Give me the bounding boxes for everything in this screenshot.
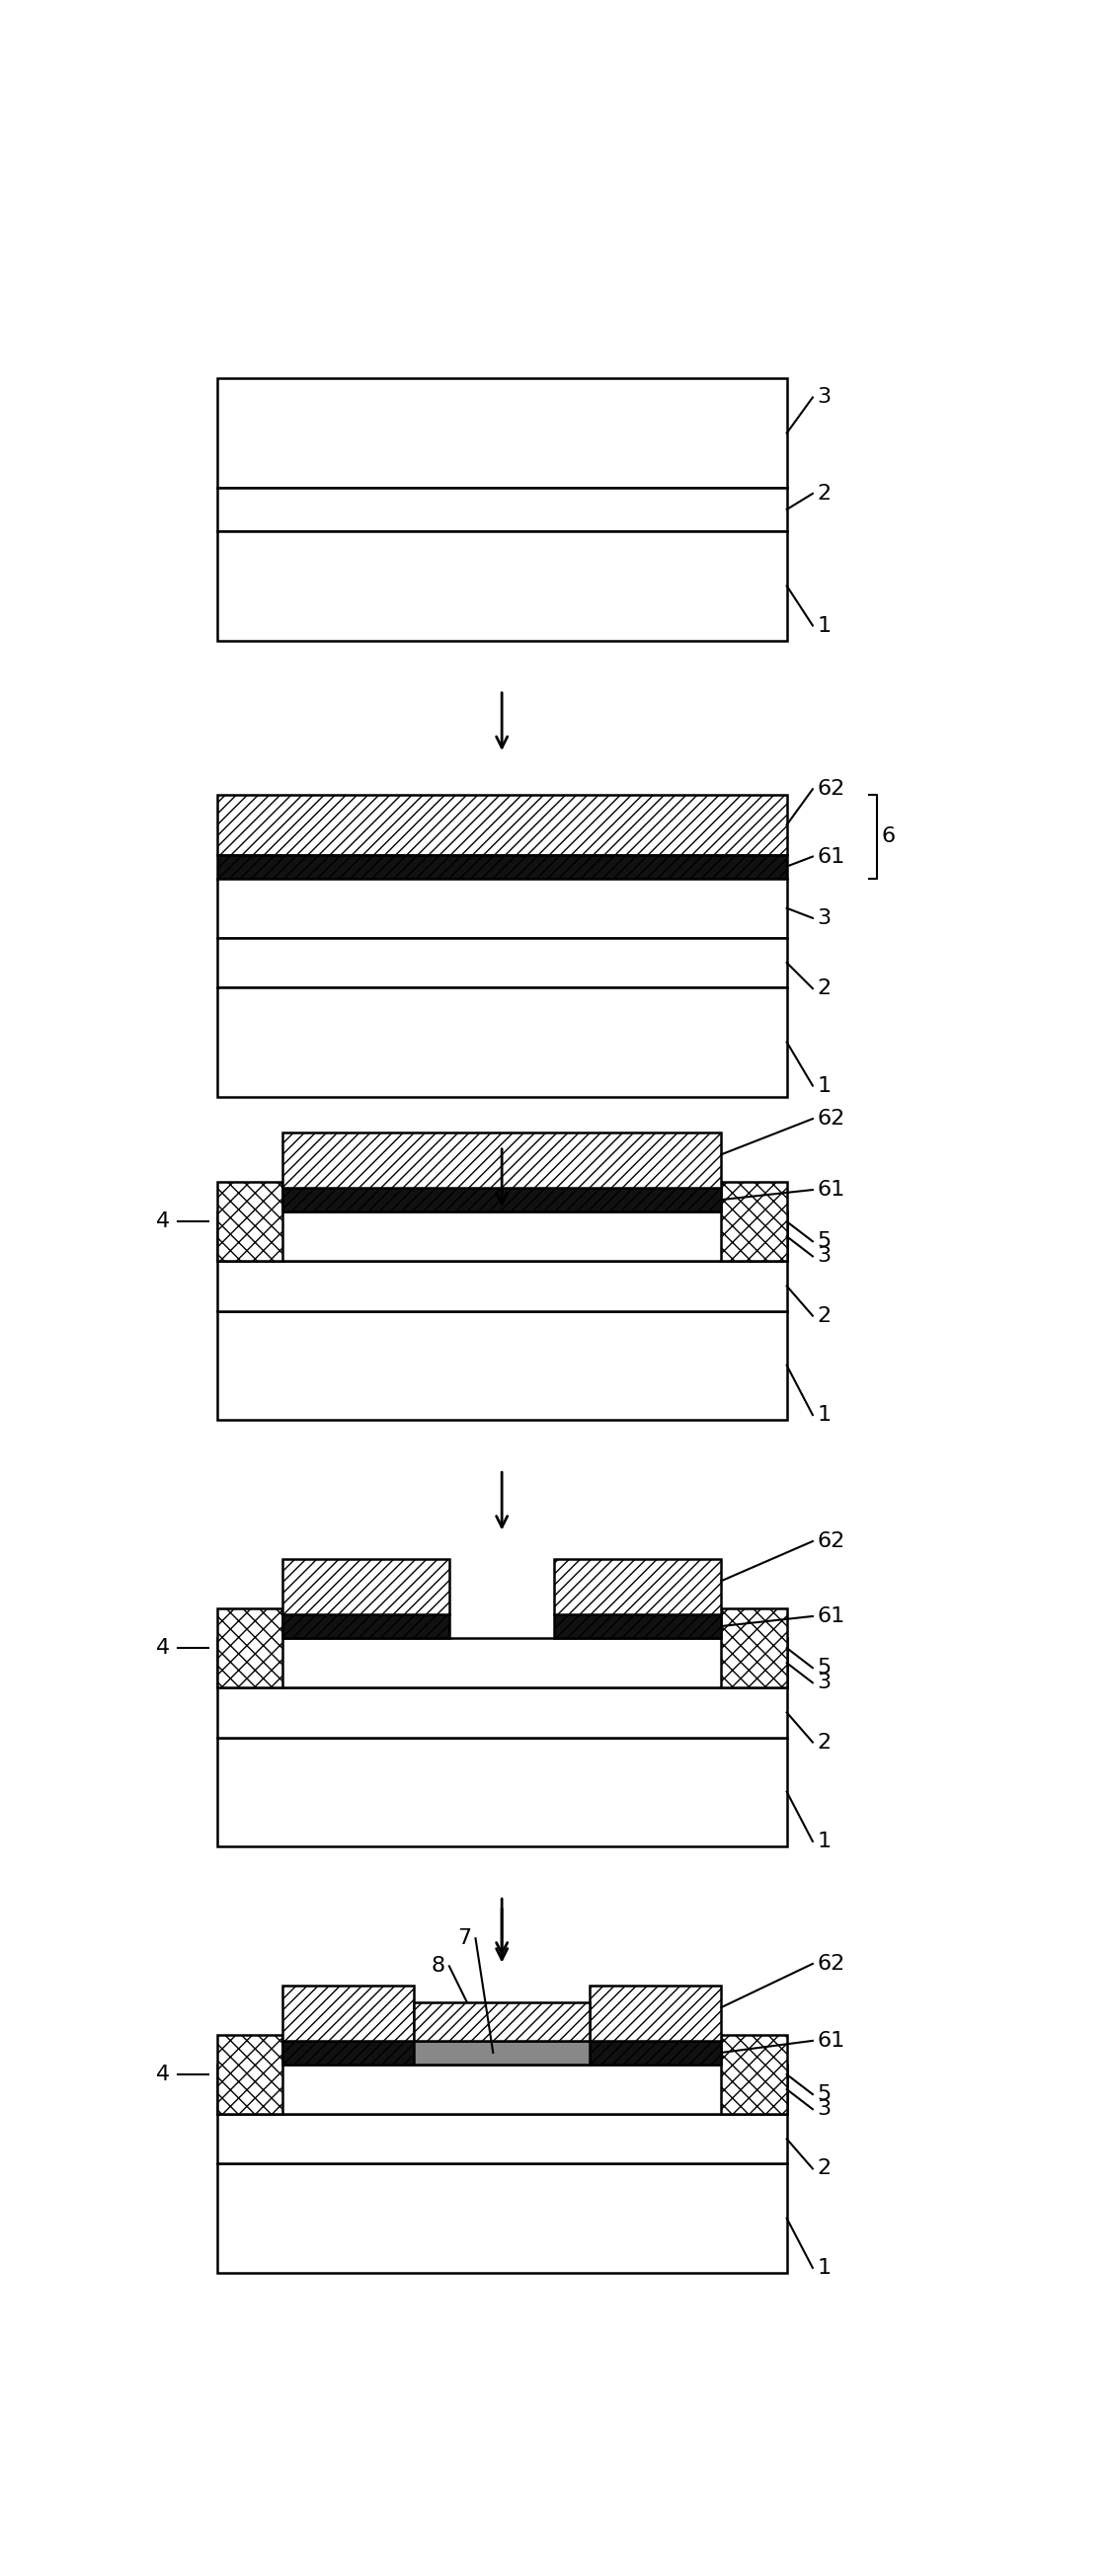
Text: 3: 3 (817, 386, 831, 407)
Text: 5: 5 (817, 1231, 831, 1252)
Bar (589, 1986, 721, 2040)
Bar (217, 1607, 283, 1687)
Text: 1: 1 (817, 1832, 831, 1852)
Bar (217, 796, 786, 855)
Bar (721, 2035, 786, 2115)
Bar (217, 938, 786, 987)
Text: 62: 62 (817, 1955, 844, 1973)
Bar (217, 2115, 786, 2164)
Bar (283, 1558, 449, 1615)
Bar (217, 487, 786, 531)
Bar (283, 1986, 414, 2040)
Bar (555, 1615, 721, 1638)
Bar (217, 1211, 786, 1262)
Bar (217, 379, 786, 487)
Text: 4: 4 (156, 2063, 169, 2084)
Text: 8: 8 (431, 1955, 444, 1976)
Bar (217, 855, 786, 878)
Text: 1: 1 (817, 616, 831, 636)
Text: 7: 7 (457, 1929, 471, 1947)
Bar (589, 2040, 721, 2063)
Text: 2: 2 (817, 1731, 831, 1752)
Text: 2: 2 (817, 979, 831, 999)
Bar (217, 1182, 283, 1262)
Text: 5: 5 (817, 2084, 831, 2105)
Bar (721, 1607, 786, 1687)
Bar (414, 2002, 589, 2040)
Text: 3: 3 (817, 2099, 831, 2120)
Text: 61: 61 (817, 1607, 844, 1625)
Bar (217, 987, 786, 1097)
Text: 4: 4 (156, 1638, 169, 1659)
Bar (283, 1188, 721, 1211)
Bar (283, 2040, 414, 2063)
Bar (217, 1311, 786, 1419)
Bar (217, 2035, 283, 2115)
Text: 1: 1 (817, 1404, 831, 1425)
Bar (217, 1736, 786, 1847)
Text: 5: 5 (817, 1659, 831, 1677)
Text: 1: 1 (817, 1077, 831, 1095)
Bar (217, 531, 786, 641)
Bar (721, 1182, 786, 1262)
Text: 62: 62 (817, 781, 844, 799)
Text: 2: 2 (817, 484, 831, 502)
Bar (217, 1262, 786, 1311)
Text: 62: 62 (817, 1530, 844, 1551)
Text: 3: 3 (817, 1672, 831, 1692)
Text: 1: 1 (817, 2259, 831, 2277)
Bar (555, 1558, 721, 1615)
Text: 2: 2 (817, 2159, 831, 2179)
Text: 4: 4 (156, 1211, 169, 1231)
Text: 6: 6 (882, 827, 896, 848)
Bar (217, 2164, 786, 2272)
Text: 2: 2 (817, 1306, 831, 1327)
Bar (283, 1133, 721, 1188)
Bar (217, 1687, 786, 1736)
Bar (217, 2063, 786, 2115)
Text: 61: 61 (817, 848, 844, 866)
Text: 61: 61 (817, 1180, 844, 1200)
Bar (217, 878, 786, 938)
Bar (414, 2040, 589, 2063)
Bar (283, 1615, 449, 1638)
Text: 3: 3 (817, 1247, 831, 1267)
Text: 62: 62 (817, 1108, 844, 1128)
Text: 61: 61 (817, 2030, 844, 2050)
Text: 3: 3 (817, 909, 831, 927)
Bar (217, 1638, 786, 1687)
